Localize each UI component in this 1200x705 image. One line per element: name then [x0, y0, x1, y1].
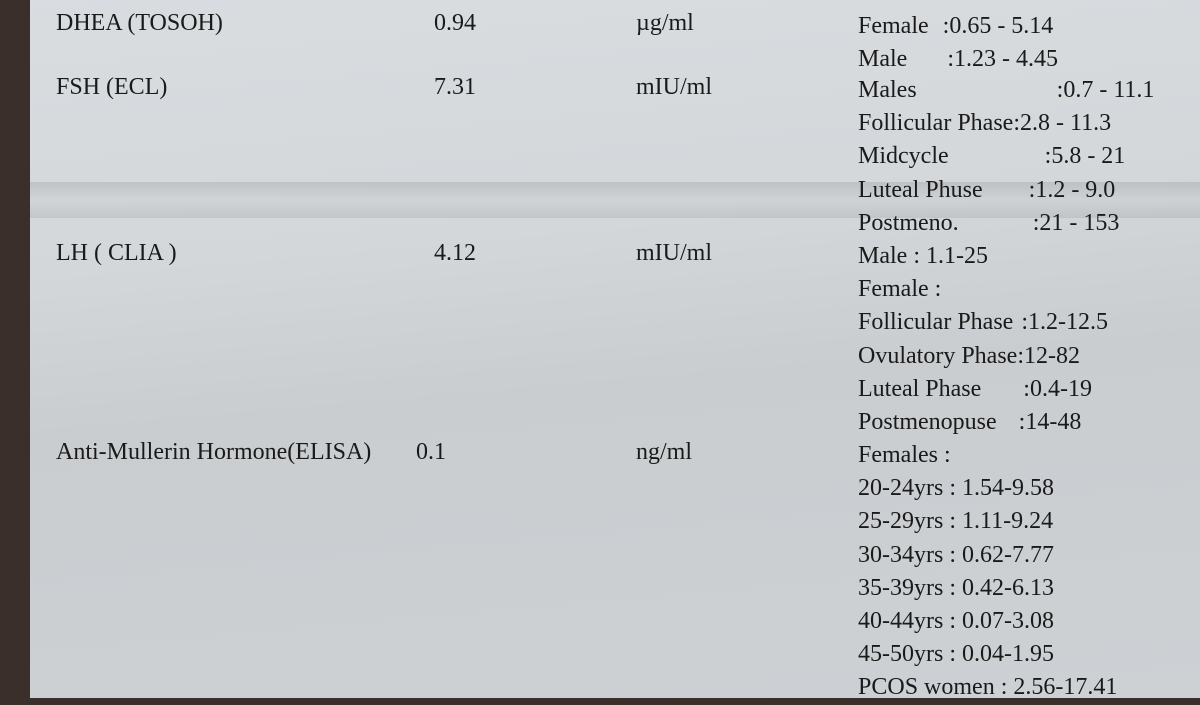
reference-colon: : — [1057, 74, 1064, 107]
reference-line: Female: 0.65 - 5.14 — [858, 10, 1196, 43]
reference-line: 35-39yrs : 0.42-6.13 — [858, 572, 1196, 605]
reference-range: 0.4-19 — [1030, 373, 1092, 406]
test-name: DHEA (TOSOH) — [56, 10, 223, 37]
reference-label: Female — [858, 10, 929, 43]
reference-gap — [983, 174, 1029, 207]
reference-line: 20-24yrs : 1.54-9.58 — [858, 472, 1196, 505]
reference-gap — [949, 140, 1045, 173]
reference-label: 45-50yrs : 0.04-1.95 — [858, 638, 1054, 671]
reference-label: Female : — [858, 273, 941, 306]
reference-range: 12-82 — [1024, 340, 1080, 373]
reference-colon: : — [947, 43, 954, 76]
reference-line: Male: 1.23 - 4.45 — [858, 43, 1196, 76]
reference-colon: : — [1017, 340, 1024, 373]
reference-line: Luteal Phuse: 1.2 - 9.0 — [858, 174, 1196, 207]
reference-range: 14-48 — [1025, 406, 1081, 439]
reference-label: Follicular Phase — [858, 306, 1013, 339]
reference-line: Ovulatory Phase : 12-82 — [858, 340, 1196, 373]
reference-label: Male : 1.1-25 — [858, 240, 988, 273]
reference-colon: : — [1045, 140, 1052, 173]
test-value: 0.94 — [434, 10, 476, 37]
reference-range: 0.65 - 5.14 — [949, 10, 1053, 43]
reference-line: Follicular Phase : 1.2-12.5 — [858, 306, 1196, 339]
reference-colon: : — [943, 10, 950, 43]
reference-gap — [997, 406, 1019, 439]
test-unit: ng/ml — [636, 439, 692, 466]
test-name: LH ( CLIA ) — [56, 240, 177, 267]
test-unit: µg/ml — [636, 10, 694, 37]
reference-label: 30-34yrs : 0.62-7.77 — [858, 539, 1054, 572]
reference-label: 35-39yrs : 0.42-6.13 — [858, 572, 1054, 605]
reference-range-block: Male : 1.1-25Female :Follicular Phase : … — [858, 240, 1196, 439]
reference-range: 21 - 153 — [1039, 207, 1119, 240]
reference-range-block: Female: 0.65 - 5.14Male: 1.23 - 4.45 — [858, 10, 1196, 76]
test-value: 7.31 — [434, 74, 476, 101]
reference-range: 1.2 - 9.0 — [1035, 174, 1115, 207]
reference-line: Postmenopuse: 14-48 — [858, 406, 1196, 439]
reference-range: 1.23 - 4.45 — [954, 43, 1058, 76]
test-unit: mIU/ml — [636, 74, 712, 101]
reference-line: Female : — [858, 273, 1196, 306]
reference-line: Midcycle: 5.8 - 21 — [858, 140, 1196, 173]
reference-line: Females : — [858, 439, 1196, 472]
reference-line: Male : 1.1-25 — [858, 240, 1196, 273]
test-unit: mIU/ml — [636, 240, 712, 267]
reference-gap — [1013, 306, 1021, 339]
reference-label: 25-29yrs : 1.11-9.24 — [858, 505, 1053, 538]
reference-line: Follicular Phase : 2.8 - 11.3 — [858, 107, 1196, 140]
reference-label: Midcycle — [858, 140, 949, 173]
reference-line: 25-29yrs : 1.11-9.24 — [858, 505, 1196, 538]
reference-range: 2.8 - 11.3 — [1020, 107, 1111, 140]
reference-range: 5.8 - 21 — [1051, 140, 1125, 173]
reference-line: Males: 0.7 - 11.1 — [858, 74, 1196, 107]
test-name: Anti-Mullerin Hormone(ELISA) — [56, 439, 371, 466]
reference-colon: : — [1021, 306, 1028, 339]
reference-label: Postmeno. — [858, 207, 959, 240]
reference-gap — [917, 74, 1057, 107]
reference-line: Postmeno.: 21 - 153 — [858, 207, 1196, 240]
reference-label: PCOS women : 2.56-17.41 — [858, 671, 1117, 704]
reference-label: Postmenopuse — [858, 406, 997, 439]
reference-range: 0.7 - 11.1 — [1063, 74, 1154, 107]
reference-gap — [981, 373, 1023, 406]
reference-label: 20-24yrs : 1.54-9.58 — [858, 472, 1054, 505]
reference-range-block: Males: 0.7 - 11.1Follicular Phase : 2.8 … — [858, 74, 1196, 240]
reference-line: Luteal Phase: 0.4-19 — [858, 373, 1196, 406]
reference-colon: : — [1029, 174, 1036, 207]
reference-label: Male — [858, 43, 907, 76]
lab-report-paper: DHEA (TOSOH) 0.94 µg/ml Female: 0.65 - 5.14… — [30, 0, 1200, 698]
reference-gap — [907, 43, 947, 76]
reference-label: Males — [858, 74, 917, 107]
test-value: 0.1 — [416, 439, 446, 466]
reference-label: Follicular Phase — [858, 107, 1013, 140]
reference-label: Luteal Phase — [858, 373, 981, 406]
reference-line: 30-34yrs : 0.62-7.77 — [858, 539, 1196, 572]
reference-label: Females : — [858, 439, 951, 472]
test-value: 4.12 — [434, 240, 476, 267]
reference-range: 1.2-12.5 — [1028, 306, 1108, 339]
reference-range-block: Females :20-24yrs : 1.54-9.5825-29yrs : … — [858, 439, 1196, 705]
test-name: FSH (ECL) — [56, 74, 167, 101]
reference-gap — [959, 207, 1033, 240]
reference-gap — [929, 10, 943, 43]
reference-label: Ovulatory Phase — [858, 340, 1017, 373]
reference-line: 45-50yrs : 0.04-1.95 — [858, 638, 1196, 671]
reference-label: Luteal Phuse — [858, 174, 983, 207]
reference-line: 40-44yrs : 0.07-3.08 — [858, 605, 1196, 638]
reference-colon: : — [1033, 207, 1040, 240]
reference-line: PCOS women : 2.56-17.41 — [858, 671, 1196, 704]
reference-label: 40-44yrs : 0.07-3.08 — [858, 605, 1054, 638]
reference-colon: : — [1019, 406, 1026, 439]
reference-colon: : — [1013, 107, 1020, 140]
reference-colon: : — [1023, 373, 1030, 406]
